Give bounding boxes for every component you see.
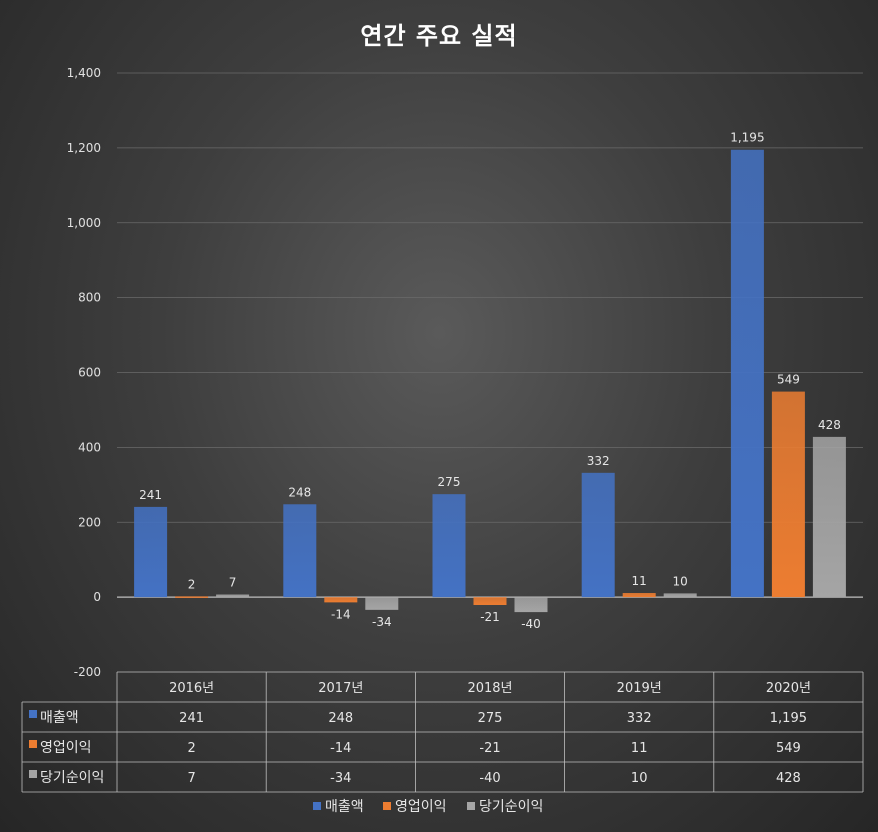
table-cell: 2 <box>187 741 195 756</box>
y-tick-label: -200 <box>74 665 101 679</box>
table-cell: 549 <box>776 741 801 756</box>
table-row-label: 당기순이익 <box>40 770 104 786</box>
table-header-cell: 2019년 <box>617 681 662 696</box>
table-cell: 11 <box>631 741 648 756</box>
table-cell: 332 <box>627 711 652 726</box>
legend-marker <box>467 802 475 810</box>
data-label: 275 <box>438 475 461 489</box>
legend-key <box>29 770 37 778</box>
table-cell: 248 <box>328 711 353 726</box>
legend-marker <box>383 802 391 810</box>
legend-label: 영업이익 <box>395 799 447 815</box>
table-row-label: 매출액 <box>40 710 79 726</box>
bar <box>134 506 168 598</box>
y-tick-label: 800 <box>78 291 101 305</box>
data-label: 248 <box>288 485 311 499</box>
data-label: 11 <box>632 574 647 588</box>
table-header-cell: 2018년 <box>467 681 512 696</box>
bar <box>581 472 615 598</box>
data-label: 549 <box>777 373 800 387</box>
bar <box>622 593 656 598</box>
data-label: -14 <box>331 607 351 621</box>
table-header-cell: 2016년 <box>169 681 214 696</box>
table-cell: 275 <box>478 711 503 726</box>
legend-label: 당기순이익 <box>479 799 543 815</box>
bar <box>324 597 358 603</box>
y-tick-label: 600 <box>78 366 101 380</box>
table-row-label: 영업이익 <box>40 740 92 756</box>
bar <box>473 597 507 605</box>
bar <box>175 596 209 598</box>
y-tick-label: 400 <box>78 440 101 454</box>
table-cell: 1,195 <box>770 711 807 726</box>
data-label: -40 <box>521 617 541 631</box>
table-cell: -40 <box>479 771 500 786</box>
bar <box>730 149 764 598</box>
y-tick-label: 1,000 <box>67 216 101 230</box>
table-header-cell: 2020년 <box>766 681 811 696</box>
bar <box>514 597 548 613</box>
table-cell: 428 <box>776 771 801 786</box>
legend-label: 매출액 <box>325 799 364 815</box>
table-cell: -14 <box>330 741 351 756</box>
table-cell: -34 <box>330 771 351 786</box>
data-label: 428 <box>818 418 841 432</box>
legend-key <box>29 710 37 718</box>
data-label: 7 <box>229 576 237 590</box>
bar <box>432 494 466 598</box>
chart-title: 연간 주요 실적 <box>360 22 518 50</box>
table-cell: 241 <box>179 711 204 726</box>
legend-key <box>29 740 37 748</box>
y-tick-label: 1,200 <box>67 141 101 155</box>
table-header-cell: 2017년 <box>318 681 363 696</box>
legend-marker <box>313 802 321 810</box>
y-tick-label: 0 <box>93 590 101 604</box>
table-cell: 10 <box>631 771 648 786</box>
data-label: 332 <box>587 454 610 468</box>
bar <box>283 504 317 598</box>
data-label: 2 <box>188 577 196 591</box>
data-label: 10 <box>673 574 688 588</box>
data-label: 1,195 <box>730 131 764 145</box>
y-tick-label: 1,400 <box>67 66 101 80</box>
bar <box>771 391 805 598</box>
table-cell: -21 <box>479 741 500 756</box>
data-label: -21 <box>480 610 500 624</box>
data-label: 241 <box>139 488 162 502</box>
data-label: -34 <box>372 615 392 629</box>
bar <box>812 436 846 598</box>
bar <box>365 597 399 610</box>
bar <box>216 594 250 598</box>
table-cell: 7 <box>187 771 195 786</box>
bar <box>663 593 697 598</box>
y-tick-label: 200 <box>78 515 101 529</box>
